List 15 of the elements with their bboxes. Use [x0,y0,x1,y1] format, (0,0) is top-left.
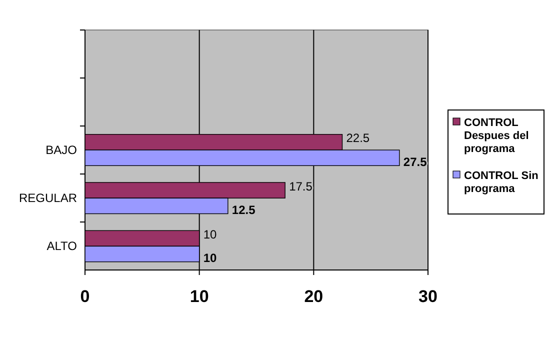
legend-label: CONTROL Sin programa [464,170,539,195]
data-label: 10 [203,251,218,266]
x-tick-label: 20 [304,287,324,306]
data-label: 17.5 [289,179,313,194]
legend-label: CONTROL Despues del programa [464,117,529,155]
x-tick-label: 30 [418,287,438,306]
y-tick-label: REGULAR [18,191,78,206]
x-tick-label: 10 [190,287,209,306]
data-label: 12.5 [232,202,256,217]
y-tick-label: BAJO [46,143,77,157]
x-tick-label: 0 [80,287,90,306]
y-tick-label: ALTO [46,239,77,254]
data-label: 10 [203,227,218,242]
data-label: 22.5 [346,131,370,146]
data-label: 27.5 [403,154,428,169]
